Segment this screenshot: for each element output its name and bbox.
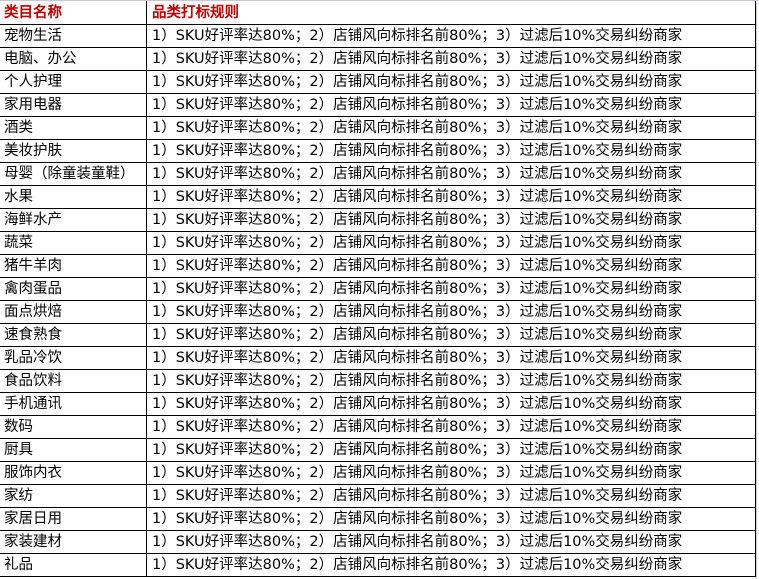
table-row: 面点烘焙 1）SKU好评率达80%；2）店铺风向标排名前80%；3）过滤后10%交… [0, 300, 756, 324]
category-cell: 手机通讯 [0, 392, 147, 416]
rule-cell: 1）SKU好评率达80%；2）店铺风向标排名前80%；3）过滤后10%交易纠纷商… [146, 47, 756, 71]
table-row: 母婴（除童装童鞋） 1）SKU好评率达80%；2）店铺风向标排名前80%；3）过滤… [0, 162, 756, 186]
table-row: 家用电器 1）SKU好评率达80%；2）店铺风向标排名前80%；3）过滤后10%交… [0, 93, 756, 117]
header-category-name: 类目名称 [0, 1, 147, 25]
table-row: 礼品 1）SKU好评率达80%；2）店铺风向标排名前80%；3）过滤后10%交易纠… [0, 553, 756, 577]
rule-cell: 1）SKU好评率达80%；2）店铺风向标排名前80%；3）过滤后10%交易纠纷商… [146, 461, 756, 485]
table-row: 酒类 1）SKU好评率达80%；2）店铺风向标排名前80%；3）过滤后10%交易纠… [0, 116, 756, 140]
rule-cell: 1）SKU好评率达80%；2）店铺风向标排名前80%；3）过滤后10%交易纠纷商… [146, 70, 756, 94]
rule-cell: 1）SKU好评率达80%；2）店铺风向标排名前80%；3）过滤后10%交易纠纷商… [146, 277, 756, 301]
rule-cell: 1）SKU好评率达80%；2）店铺风向标排名前80%；3）过滤后10%交易纠纷商… [146, 24, 756, 48]
table-row: 手机通讯 1）SKU好评率达80%；2）店铺风向标排名前80%；3）过滤后10%交… [0, 392, 756, 416]
table-row: 数码 1）SKU好评率达80%；2）店铺风向标排名前80%；3）过滤后10%交易纠… [0, 415, 756, 439]
rule-cell: 1）SKU好评率达80%；2）店铺风向标排名前80%；3）过滤后10%交易纠纷商… [146, 553, 756, 577]
category-cell: 水果 [0, 185, 147, 209]
category-cell: 面点烘焙 [0, 300, 147, 324]
category-cell: 食品饮料 [0, 369, 147, 393]
category-cell: 宠物生活 [0, 24, 147, 48]
rule-cell: 1）SKU好评率达80%；2）店铺风向标排名前80%；3）过滤后10%交易纠纷商… [146, 438, 756, 462]
rule-cell: 1）SKU好评率达80%；2）店铺风向标排名前80%；3）过滤后10%交易纠纷商… [146, 254, 756, 278]
table-row: 速食熟食 1）SKU好评率达80%；2）店铺风向标排名前80%；3）过滤后10%交… [0, 323, 756, 347]
right-border [756, 0, 757, 579]
category-cell: 个人护理 [0, 70, 147, 94]
rule-cell: 1）SKU好评率达80%；2）店铺风向标排名前80%；3）过滤后10%交易纠纷商… [146, 346, 756, 370]
category-cell: 蔬菜 [0, 231, 147, 255]
rule-cell: 1）SKU好评率达80%；2）店铺风向标排名前80%；3）过滤后10%交易纠纷商… [146, 300, 756, 324]
table-row: 乳品冷饮 1）SKU好评率达80%；2）店铺风向标排名前80%；3）过滤后10%交… [0, 346, 756, 370]
category-cell: 禽肉蛋品 [0, 277, 147, 301]
table-row: 美妆护肤 1）SKU好评率达80%；2）店铺风向标排名前80%；3）过滤后10%交… [0, 139, 756, 163]
table-row: 家装建材 1）SKU好评率达80%；2）店铺风向标排名前80%；3）过滤后10%交… [0, 530, 756, 554]
table-row: 服饰内衣 1）SKU好评率达80%；2）店铺风向标排名前80%；3）过滤后10%交… [0, 461, 756, 485]
table-row: 电脑、办公 1）SKU好评率达80%；2）店铺风向标排名前80%；3）过滤后10%… [0, 47, 756, 71]
table-row: 猪牛羊肉 1）SKU好评率达80%；2）店铺风向标排名前80%；3）过滤后10%交… [0, 254, 756, 278]
category-cell: 家纺 [0, 484, 147, 508]
category-cell: 海鲜水产 [0, 208, 147, 232]
category-cell: 厨具 [0, 438, 147, 462]
rule-cell: 1）SKU好评率达80%；2）店铺风向标排名前80%；3）过滤后10%交易纠纷商… [146, 93, 756, 117]
table-row: 家居日用 1）SKU好评率达80%；2）店铺风向标排名前80%；3）过滤后10%交… [0, 507, 756, 531]
category-cell: 家居日用 [0, 507, 147, 531]
category-cell: 礼品 [0, 553, 147, 577]
table-row: 宠物生活 1）SKU好评率达80%；2）店铺风向标排名前80%；3）过滤后10%交… [0, 24, 756, 48]
rule-cell: 1）SKU好评率达80%；2）店铺风向标排名前80%；3）过滤后10%交易纠纷商… [146, 116, 756, 140]
category-cell: 乳品冷饮 [0, 346, 147, 370]
table-row: 禽肉蛋品 1）SKU好评率达80%；2）店铺风向标排名前80%；3）过滤后10%交… [0, 277, 756, 301]
header-tagging-rule: 品类打标规则 [146, 1, 756, 25]
category-cell: 酒类 [0, 116, 147, 140]
category-cell: 家用电器 [0, 93, 147, 117]
rule-cell: 1）SKU好评率达80%；2）店铺风向标排名前80%；3）过滤后10%交易纠纷商… [146, 369, 756, 393]
category-cell: 母婴（除童装童鞋） [0, 162, 147, 186]
category-cell: 数码 [0, 415, 147, 439]
category-cell: 服饰内衣 [0, 461, 147, 485]
table-row: 个人护理 1）SKU好评率达80%；2）店铺风向标排名前80%；3）过滤后10%交… [0, 70, 756, 94]
rule-cell: 1）SKU好评率达80%；2）店铺风向标排名前80%；3）过滤后10%交易纠纷商… [146, 323, 756, 347]
category-cell: 猪牛羊肉 [0, 254, 147, 278]
table-row: 厨具 1）SKU好评率达80%；2）店铺风向标排名前80%；3）过滤后10%交易纠… [0, 438, 756, 462]
rule-cell: 1）SKU好评率达80%；2）店铺风向标排名前80%；3）过滤后10%交易纠纷商… [146, 185, 756, 209]
rule-cell: 1）SKU好评率达80%；2）店铺风向标排名前80%；3）过滤后10%交易纠纷商… [146, 507, 756, 531]
table-row: 食品饮料 1）SKU好评率达80%；2）店铺风向标排名前80%；3）过滤后10%交… [0, 369, 756, 393]
table-header-row: 类目名称 品类打标规则 [0, 1, 756, 25]
rule-cell: 1）SKU好评率达80%；2）店铺风向标排名前80%；3）过滤后10%交易纠纷商… [146, 162, 756, 186]
category-cell: 速食熟食 [0, 323, 147, 347]
rule-cell: 1）SKU好评率达80%；2）店铺风向标排名前80%；3）过滤后10%交易纠纷商… [146, 392, 756, 416]
category-cell: 电脑、办公 [0, 47, 147, 71]
top-border [0, 0, 759, 1]
rule-cell: 1）SKU好评率达80%；2）店铺风向标排名前80%；3）过滤后10%交易纠纷商… [146, 231, 756, 255]
rule-cell: 1）SKU好评率达80%；2）店铺风向标排名前80%；3）过滤后10%交易纠纷商… [146, 530, 756, 554]
table-row: 海鲜水产 1）SKU好评率达80%；2）店铺风向标排名前80%；3）过滤后10%交… [0, 208, 756, 232]
category-cell: 美妆护肤 [0, 139, 147, 163]
rule-cell: 1）SKU好评率达80%；2）店铺风向标排名前80%；3）过滤后10%交易纠纷商… [146, 139, 756, 163]
table-row: 家纺 1）SKU好评率达80%；2）店铺风向标排名前80%；3）过滤后10%交易纠… [0, 484, 756, 508]
category-cell: 家装建材 [0, 530, 147, 554]
table-row: 水果 1）SKU好评率达80%；2）店铺风向标排名前80%；3）过滤后10%交易纠… [0, 185, 756, 209]
rule-cell: 1）SKU好评率达80%；2）店铺风向标排名前80%；3）过滤后10%交易纠纷商… [146, 208, 756, 232]
rule-cell: 1）SKU好评率达80%；2）店铺风向标排名前80%；3）过滤后10%交易纠纷商… [146, 415, 756, 439]
rule-cell: 1）SKU好评率达80%；2）店铺风向标排名前80%；3）过滤后10%交易纠纷商… [146, 484, 756, 508]
table-row: 蔬菜 1）SKU好评率达80%；2）店铺风向标排名前80%；3）过滤后10%交易纠… [0, 231, 756, 255]
